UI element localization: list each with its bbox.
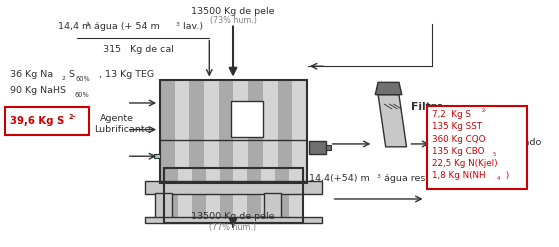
Text: 13500 Kg de pele: 13500 Kg de pele [191, 7, 275, 16]
Text: 14,4(+54) m: 14,4(+54) m [309, 174, 369, 183]
Text: 3: 3 [175, 22, 179, 27]
Bar [145, 217, 322, 223]
Text: S: S [66, 70, 75, 79]
Bar [234, 81, 248, 183]
Text: , 13 Kg TEG: , 13 Kg TEG [96, 70, 154, 79]
Text: 36 Kg Na: 36 Kg Na [10, 70, 53, 79]
Bar [264, 193, 281, 218]
Bar [248, 168, 262, 223]
Text: Lubrificante: Lubrificante [94, 125, 151, 135]
Text: 39,6 Kg S: 39,6 Kg S [10, 116, 64, 126]
Bar [219, 81, 234, 183]
Bar [164, 168, 178, 223]
Text: 14,4 m: 14,4 m [58, 22, 91, 31]
Text: (73% hum.): (73% hum.) [210, 17, 257, 25]
Bar [190, 81, 204, 183]
Text: 2-: 2- [481, 108, 487, 113]
Text: água (+ 54 m: água (+ 54 m [91, 22, 159, 31]
Bar [145, 181, 322, 194]
Bar [230, 101, 263, 137]
Text: água residual: água residual [381, 174, 448, 183]
Bar [204, 81, 219, 183]
Text: (77% hum.): (77% hum.) [210, 223, 257, 232]
Bar [164, 168, 303, 223]
Text: 90 Kg NaHS: 90 Kg NaHS [10, 86, 66, 95]
Polygon shape [378, 95, 406, 147]
Text: Filtro: Filtro [411, 102, 444, 112]
Text: 1,8 Kg N(NH: 1,8 Kg N(NH [432, 171, 486, 181]
Text: ): ) [503, 171, 509, 181]
Bar [326, 145, 331, 150]
Text: 360 Kg CQO: 360 Kg CQO [432, 135, 486, 144]
Text: 13500 Kg de pele: 13500 Kg de pele [191, 212, 275, 221]
Text: 22,5 Kg N(Kjel): 22,5 Kg N(Kjel) [432, 159, 498, 168]
Text: 2-: 2- [69, 114, 77, 121]
Bar [263, 81, 278, 183]
Bar [309, 141, 326, 154]
Text: 450 Kg de pêlo filtrado: 450 Kg de pêlo filtrado [433, 137, 541, 147]
Text: lav.): lav.) [180, 22, 203, 31]
Text: Agente: Agente [100, 114, 134, 123]
Bar [206, 168, 220, 223]
Bar [289, 168, 303, 223]
Text: 60%: 60% [75, 92, 89, 99]
Text: 315   Kg de cal: 315 Kg de cal [103, 45, 174, 54]
Bar [220, 168, 234, 223]
Text: 7,2  Kg S: 7,2 Kg S [432, 110, 471, 119]
Polygon shape [375, 82, 402, 95]
Bar [275, 168, 289, 223]
Bar [6, 107, 89, 135]
Bar [428, 106, 527, 189]
Text: 3: 3 [86, 22, 90, 27]
Text: 5: 5 [493, 152, 496, 157]
Text: 60%: 60% [75, 76, 91, 82]
Text: 4: 4 [496, 176, 500, 181]
Bar [160, 81, 307, 183]
Text: 2: 2 [61, 76, 65, 82]
Bar [178, 168, 192, 223]
Bar [278, 81, 292, 183]
Bar [160, 81, 175, 183]
Bar [155, 193, 172, 218]
Bar [262, 168, 275, 223]
Text: 3: 3 [376, 174, 380, 179]
Text: 135 Kg CBO: 135 Kg CBO [432, 147, 485, 156]
Bar [248, 81, 263, 183]
Bar [292, 81, 307, 183]
Text: 135 Kg SST: 135 Kg SST [432, 123, 482, 131]
Bar [192, 168, 206, 223]
Bar [154, 154, 160, 158]
Bar [175, 81, 190, 183]
Bar [234, 168, 248, 223]
